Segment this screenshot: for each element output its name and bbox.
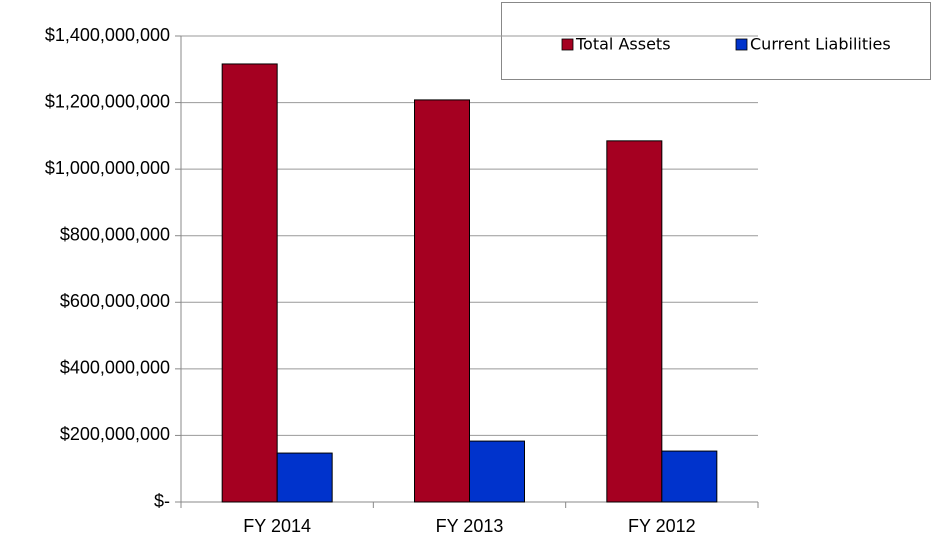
x-tick-label: FY 2013: [436, 516, 504, 536]
y-tick-label: $600,000,000: [60, 291, 170, 311]
bar: [606, 140, 663, 503]
bar: [469, 440, 525, 503]
x-tick-label: FY 2014: [243, 516, 311, 536]
legend-swatch: [561, 38, 574, 51]
y-tick-label: $1,400,000,000: [45, 25, 170, 45]
y-tick-label: $800,000,000: [60, 224, 170, 244]
legend-label: Total Assets: [575, 35, 671, 54]
legend-label: Current Liabilities: [750, 35, 891, 54]
y-tick-label: $1,000,000,000: [45, 158, 170, 178]
bar: [221, 63, 278, 503]
x-tick-label: FY 2012: [628, 516, 696, 536]
bar: [414, 99, 470, 503]
y-tick-label: $200,000,000: [60, 424, 170, 444]
y-tick-label: $400,000,000: [60, 358, 170, 378]
legend-swatch: [735, 38, 748, 51]
bar: [661, 450, 718, 503]
y-tick-label: $-: [154, 491, 170, 511]
y-tick-label: $1,200,000,000: [45, 91, 170, 111]
bar: [276, 452, 333, 503]
